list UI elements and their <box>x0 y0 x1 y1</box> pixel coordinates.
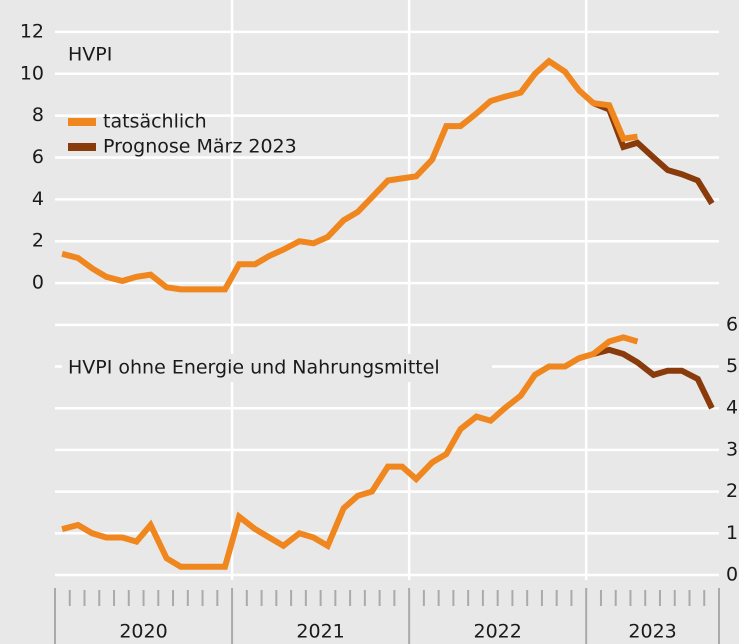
y-tick-label: 0 <box>726 563 738 585</box>
y-tick-label: 2 <box>726 480 738 502</box>
legend-swatch <box>68 118 96 126</box>
y-tick-label: 4 <box>32 188 44 210</box>
y-tick-label: 5 <box>726 355 738 377</box>
series-line <box>592 346 715 410</box>
y-tick-label: 6 <box>726 313 738 335</box>
x-tick-label: 2023 <box>628 621 676 643</box>
y-tick-label: 0 <box>32 272 44 294</box>
series-line <box>61 334 639 570</box>
y-tick-label: 10 <box>20 62 44 84</box>
y-tick-label: 4 <box>726 397 738 419</box>
y-tick-label: 12 <box>20 20 44 42</box>
y-tick-label: 2 <box>32 230 44 252</box>
y-tick-label: 6 <box>32 146 44 168</box>
marks <box>61 57 715 570</box>
legend-label: Prognose März 2023 <box>103 136 297 158</box>
panel-title: HVPI ohne Energie und Nahrungsmittel <box>68 357 440 379</box>
legend-swatch <box>68 143 96 151</box>
title-background <box>62 354 492 382</box>
legend-label: tatsächlich <box>103 111 207 133</box>
x-tick-label: 2020 <box>119 621 167 643</box>
x-tick-label: 2021 <box>296 621 344 643</box>
y-tick-label: 8 <box>32 104 44 126</box>
y-tick-label: 3 <box>726 438 738 460</box>
series-line <box>61 57 638 293</box>
panel-title: HVPI <box>68 44 112 66</box>
y-tick-label: 1 <box>726 522 738 544</box>
x-tick-label: 2022 <box>473 621 521 643</box>
